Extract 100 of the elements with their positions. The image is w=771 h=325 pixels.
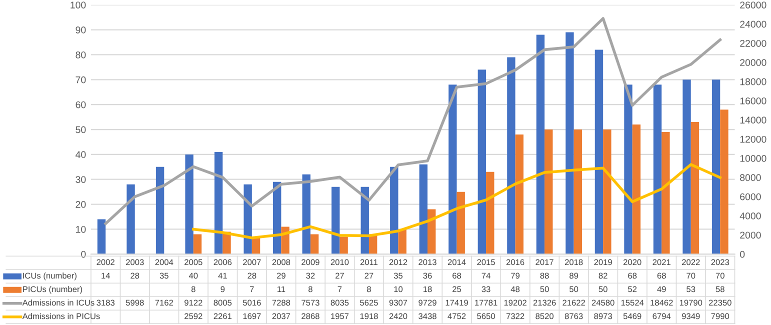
x-tick-label: 2004 xyxy=(155,259,174,266)
x-tick-label: 2022 xyxy=(682,259,700,266)
data-label: 5016 xyxy=(242,300,261,306)
data-label: 9 xyxy=(220,286,225,292)
data-label: 10 xyxy=(394,286,403,292)
x-tick-label: 2019 xyxy=(594,259,612,266)
y2-tick-label: 24000 xyxy=(740,20,766,28)
bar xyxy=(398,229,406,254)
bar xyxy=(690,122,700,254)
x-tick-label: 2005 xyxy=(184,259,202,266)
data-label: 3438 xyxy=(418,313,436,320)
data-label: 7573 xyxy=(302,300,320,306)
x-tick-label: 2013 xyxy=(418,259,436,266)
line-series xyxy=(192,163,722,240)
bar xyxy=(720,110,728,254)
x-tick-label: 2008 xyxy=(272,259,290,266)
data-label: 11 xyxy=(277,286,286,292)
data-label: 52 xyxy=(628,286,637,292)
data-label: 70 xyxy=(716,272,724,279)
data-label: 4752 xyxy=(448,313,466,320)
data-label: 5469 xyxy=(623,313,642,320)
data-label: 8005 xyxy=(214,300,232,306)
bar xyxy=(340,236,348,254)
bar xyxy=(594,50,604,254)
data-label: 41 xyxy=(218,272,227,279)
x-tick-label: 2002 xyxy=(96,259,114,266)
data-label: 68 xyxy=(628,272,637,279)
data-label: 21622 xyxy=(562,300,585,306)
y2-tick-label: 0 xyxy=(740,250,745,258)
data-label: 7 xyxy=(338,286,342,292)
data-label: 68 xyxy=(657,272,666,279)
data-label: 89 xyxy=(570,272,578,279)
bar xyxy=(126,184,135,254)
data-label: 74 xyxy=(482,272,490,279)
x-tick-label: 2012 xyxy=(389,259,408,266)
x-tick-label: 2011 xyxy=(360,259,378,266)
legend-label: ICUs (number) xyxy=(23,272,76,280)
data-label: 3183 xyxy=(96,300,115,306)
data-label: 19790 xyxy=(680,300,702,306)
data-label: 17781 xyxy=(475,300,498,306)
data-label: 9122 xyxy=(184,300,202,306)
x-tick-label: 2014 xyxy=(448,259,466,266)
data-label: 18462 xyxy=(650,300,673,306)
bar xyxy=(156,166,164,254)
x-tick-label: 2023 xyxy=(711,259,730,266)
y-tick-label: 50 xyxy=(76,126,86,134)
y-tick-label: 30 xyxy=(76,176,86,183)
bar xyxy=(478,70,486,254)
bar xyxy=(456,192,465,254)
data-label: 29 xyxy=(276,272,286,279)
bar xyxy=(536,34,545,254)
y2-tick-label: 26000 xyxy=(740,2,766,8)
data-label: 35 xyxy=(160,272,168,279)
data-label: 28 xyxy=(130,272,140,279)
y2-tick-label: 14000 xyxy=(740,116,766,124)
data-label: 8 xyxy=(367,286,371,292)
bar xyxy=(544,130,553,254)
bar xyxy=(603,130,612,254)
x-tick-label: 2010 xyxy=(330,259,349,266)
y-tick-label: 70 xyxy=(76,76,86,84)
x-tick-label: 2006 xyxy=(214,259,232,266)
x-tick-label: 2009 xyxy=(302,259,320,266)
data-label: 33 xyxy=(482,286,490,292)
data-label: 7322 xyxy=(506,313,524,320)
y2-tick-label: 16000 xyxy=(740,97,766,104)
data-label: 7990 xyxy=(711,313,730,320)
bar xyxy=(712,80,720,254)
data-label: 49 xyxy=(657,286,666,292)
legend-label: PICUs (number) xyxy=(23,286,82,294)
data-label: 1918 xyxy=(360,313,378,320)
legend-label: Admissions in ICUs xyxy=(22,300,94,306)
data-label: 25 xyxy=(452,286,462,292)
y2-tick-label: 6000 xyxy=(740,193,761,200)
y-tick-label: 60 xyxy=(76,101,86,108)
data-label: 36 xyxy=(423,272,432,279)
bar xyxy=(185,154,194,254)
bar xyxy=(566,32,574,254)
x-tick-label: 2016 xyxy=(506,259,524,266)
y2-tick-label: 10000 xyxy=(740,155,766,162)
x-tick-label: 2021 xyxy=(652,259,670,266)
data-label: 8035 xyxy=(330,300,349,306)
x-tick-label: 2018 xyxy=(564,259,583,266)
data-label: 50 xyxy=(570,286,578,292)
data-label: 32 xyxy=(306,272,315,279)
bar xyxy=(390,166,398,254)
y2-tick-label: 4000 xyxy=(740,212,761,220)
y-tick-label: 40 xyxy=(76,151,86,158)
x-tick-label: 2017 xyxy=(536,259,554,266)
bar xyxy=(193,234,202,254)
data-label: 40 xyxy=(188,272,198,279)
bar xyxy=(574,130,582,254)
data-label: 22350 xyxy=(708,300,732,306)
bar xyxy=(97,219,106,254)
bar xyxy=(507,57,516,254)
bar xyxy=(632,124,641,254)
data-label: 17419 xyxy=(446,300,468,306)
y2-tick-label: 20000 xyxy=(740,59,766,66)
data-label: 5998 xyxy=(126,300,144,306)
bar xyxy=(486,172,494,254)
data-label: 18 xyxy=(424,286,432,292)
